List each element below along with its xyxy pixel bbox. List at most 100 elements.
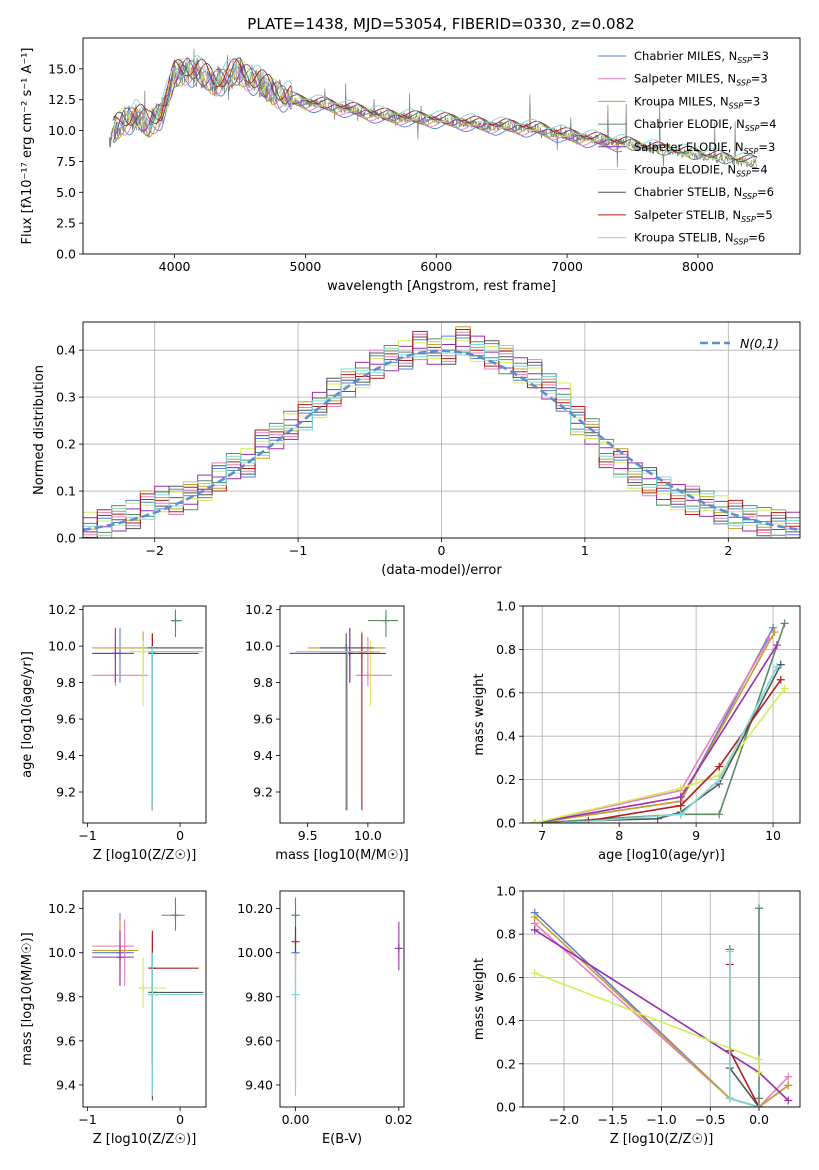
point-marker: [291, 937, 300, 946]
y-tick-label: 0.0: [496, 1100, 516, 1115]
y-tick-label: 9.6: [56, 1033, 76, 1048]
model-spectrum: [112, 55, 758, 160]
x-axis-label: E(B-V): [322, 1132, 362, 1147]
y-tick-label: 10.2: [48, 602, 76, 617]
y-tick-label: 0.2: [496, 1056, 516, 1071]
point-marker: [139, 647, 148, 656]
x-tick-label: −1.0: [646, 1112, 676, 1127]
legend-label: N(0,1): [740, 336, 779, 351]
legend: Chabrier MILES, NSSP=3 Salpeter MILES, NS…: [598, 49, 776, 247]
point-marker: [394, 944, 403, 953]
x-tick-label: −2.0: [549, 1112, 579, 1127]
y-tick-label: 10.0: [48, 639, 76, 654]
y-tick-label: 9.4: [253, 748, 273, 763]
y-axis-label: age [log10(age/yr)]: [20, 651, 35, 778]
point-marker: [148, 647, 157, 656]
point-marker: [755, 1055, 764, 1064]
point-marker: [676, 784, 685, 793]
point-marker: [148, 990, 157, 999]
x-axis-label: Z [log10(Z/Z☉)]: [93, 848, 197, 863]
y-tick-label: 0.2: [496, 772, 516, 787]
point-marker: [755, 1103, 764, 1107]
x-tick-label: 0.02: [385, 1112, 413, 1127]
y-tick-label: 10.20: [237, 901, 273, 916]
y-tick-label: 1.0: [496, 884, 516, 899]
y-tick-label: 9.2: [253, 785, 273, 800]
x-tick-label: 1: [581, 543, 589, 558]
point-marker: [725, 947, 734, 956]
error-point: [367, 609, 398, 637]
point-marker: [343, 647, 352, 656]
y-tick-label: 10.0: [48, 945, 76, 960]
point-marker: [769, 623, 778, 632]
point-marker: [784, 1096, 793, 1105]
plot-area: [530, 619, 789, 823]
point-marker: [780, 619, 789, 628]
x-tick-label: 0: [176, 1112, 184, 1127]
x-tick-label: 8000: [682, 259, 714, 274]
y-tick-label: 9.8: [56, 989, 76, 1004]
plot-area: [289, 609, 398, 811]
y-tick-label: 12.5: [48, 92, 76, 107]
x-tick-label: −1: [78, 1112, 96, 1127]
point-marker: [715, 775, 724, 784]
x-tick-label: 2: [724, 543, 732, 558]
residual-histogram: [83, 341, 800, 538]
point-marker: [530, 819, 539, 823]
panel-mass-weight-vs-age: 7 8 9 10 0.0 0.2 0.4 0.6 0.8 1.0 age [log10(age/yr…: [472, 599, 801, 863]
y-tick-label: 0.0: [56, 531, 76, 546]
error-point: [161, 897, 185, 931]
x-axis-label: Z [log10(Z/Z☉)]: [93, 1132, 197, 1147]
axes-frame: [82, 321, 801, 539]
legend-label: Salpeter MILES, NSSP=3: [634, 72, 768, 88]
series-line: [534, 688, 786, 823]
legend-label: Kroupa ELODIE, NSSP=4: [634, 163, 768, 179]
error-point: [170, 609, 182, 637]
axes-frame: [82, 890, 207, 1108]
point-marker: [530, 969, 539, 978]
y-tick-label: 0.8: [496, 927, 516, 942]
y-tick-label: 0.4: [496, 1013, 516, 1028]
y-tick-label: 9.6: [56, 712, 76, 727]
x-tick-label: 10.0: [354, 828, 382, 843]
point-marker: [776, 675, 785, 684]
point-marker: [784, 1072, 793, 1081]
panel-residuals: −2 −1 0 1 2 0.0 0.1 0.2 0.3 0.4 (data-model)/error…: [32, 321, 801, 578]
x-tick-label: −1.5: [598, 1112, 628, 1127]
point-marker: [715, 762, 724, 771]
x-tick-label: 10: [765, 828, 781, 843]
point-marker: [530, 925, 539, 934]
error-point: [147, 952, 204, 1096]
plot-area: [108, 48, 758, 168]
error-point: [92, 930, 134, 986]
x-tick-label: 6000: [420, 259, 452, 274]
y-axis-label: Flux [fλ10⁻¹⁷ erg cm⁻² s⁻¹ A⁻¹]: [20, 48, 35, 245]
model-spectrum: [112, 66, 623, 151]
point-marker: [676, 792, 685, 801]
y-tick-label: 0.0: [56, 247, 76, 262]
y-tick-label: 9.80: [245, 989, 273, 1004]
y-tick-label: 9.6: [253, 712, 273, 727]
x-tick-label: −0.5: [695, 1112, 725, 1127]
error-point: [319, 633, 374, 811]
point-marker: [770, 628, 779, 637]
x-tick-label: 4000: [159, 259, 191, 274]
point-marker: [171, 616, 180, 625]
point-marker: [755, 1094, 764, 1103]
y-tick-label: 9.4: [56, 1077, 76, 1092]
y-tick-label: 7.5: [56, 154, 76, 169]
axes-frame: [279, 890, 405, 1108]
point-marker: [139, 983, 148, 992]
point-marker: [530, 912, 539, 921]
point-marker: [561, 819, 570, 823]
plot-area: [92, 609, 204, 811]
error-point: [147, 646, 204, 811]
y-tick-label: 10.2: [245, 602, 273, 617]
legend-label: Salpeter STELIB, NSSP=5: [634, 208, 773, 224]
point-marker: [772, 641, 781, 650]
point-marker: [381, 616, 390, 625]
plot-area: [291, 897, 403, 1096]
series-line: [565, 666, 778, 823]
point-marker: [725, 1094, 734, 1103]
